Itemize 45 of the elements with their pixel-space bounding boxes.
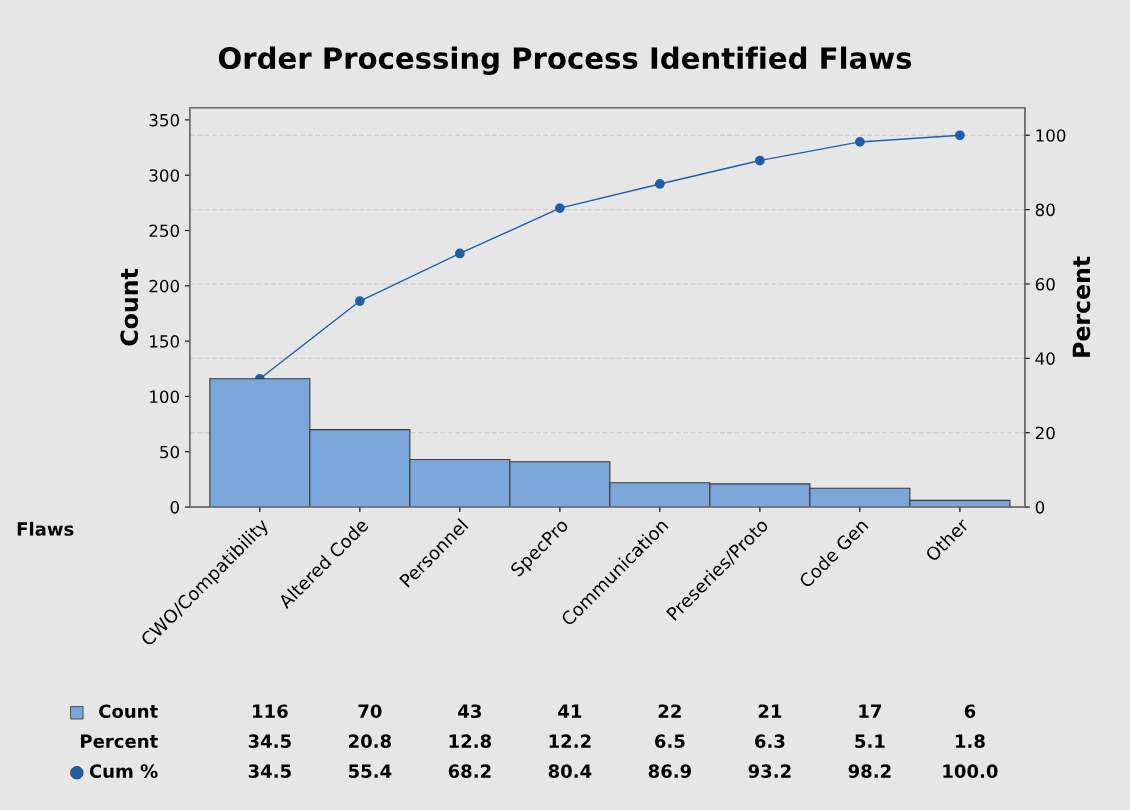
x-axis-title: Flaws — [17, 521, 74, 536]
y-tick-label: 200 — [149, 279, 180, 293]
y-axis-title: Count — [120, 268, 139, 346]
data-label: 70 — [358, 704, 382, 719]
text: 6.5 — [655, 734, 685, 749]
text: 34.5 — [248, 734, 291, 749]
legend-label: Cum % — [89, 764, 158, 778]
legend-label: Count — [99, 704, 158, 719]
y2-tick-label: 20 — [1035, 426, 1055, 440]
y2-tick-label: 0 — [1035, 501, 1045, 514]
data-label: 22 — [658, 704, 681, 718]
data-label: 100.0 — [943, 764, 998, 778]
data-label: 6 — [964, 704, 976, 719]
data-label: 98.2 — [848, 764, 891, 778]
y-tick-label: 100 — [150, 390, 180, 404]
text: Percent — [81, 734, 158, 749]
y2-tick-label: 60 — [1035, 277, 1055, 291]
data-label: 34.5 — [248, 764, 291, 778]
data-label: 21 — [758, 704, 782, 718]
y-tick-label: 150 — [150, 335, 180, 348]
data-label: 43 — [458, 704, 481, 719]
text: 5.1 — [855, 734, 885, 749]
y2-tick-label: 100 — [1036, 129, 1066, 142]
data-label: 93.2 — [748, 764, 791, 778]
y2-axis-title: Percent — [1072, 256, 1091, 357]
text: 12.8 — [449, 734, 492, 749]
y-tick-label: 50 — [160, 445, 180, 459]
y2-tick-label: 40 — [1035, 352, 1055, 365]
text: 20.8 — [349, 734, 392, 749]
text: 12.2 — [549, 734, 591, 748]
text: 1.8 — [955, 734, 985, 749]
y2-tick-label: 80 — [1035, 203, 1055, 217]
data-label: 41 — [558, 704, 582, 718]
data-label: 17 — [859, 704, 882, 718]
text: 6.3 — [755, 734, 785, 749]
y-tick-label: 0 — [170, 501, 180, 514]
y-tick-label: 300 — [149, 169, 180, 182]
data-label: 86.9 — [648, 764, 691, 778]
data-label: 55.4 — [348, 764, 392, 778]
y-tick-label: 250 — [149, 224, 180, 238]
data-label: 116 — [253, 704, 288, 719]
data-label: 68.2 — [448, 764, 491, 778]
y-tick-label: 350 — [149, 113, 180, 127]
data-label: 80.4 — [548, 764, 592, 778]
chart-title: Order Processing Process Identified Flaws — [218, 46, 912, 75]
